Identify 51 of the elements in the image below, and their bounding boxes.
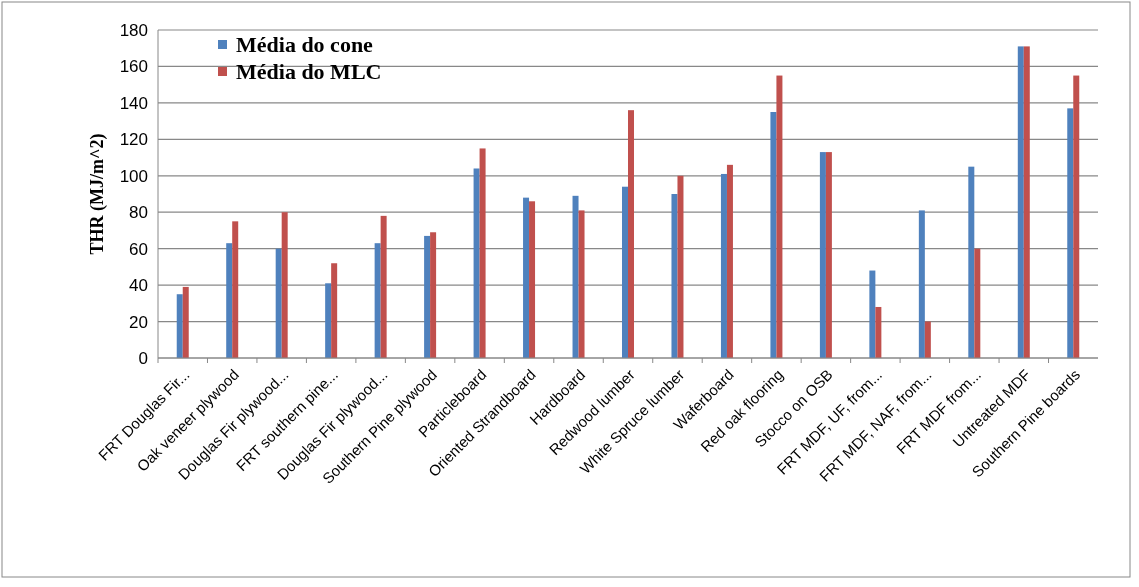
bar [281,212,288,358]
bar [1067,108,1074,358]
bar [924,321,931,358]
bar [1023,46,1030,358]
y-tick-label: 160 [119,57,148,77]
bar [770,112,777,358]
bar [572,195,579,358]
y-tick-label: 180 [119,20,148,40]
bar [622,186,628,358]
y-tick-label: 100 [119,166,148,186]
bar [726,164,733,358]
bar [825,152,832,358]
bar [232,221,239,358]
legend-label: Média do MLC [236,58,382,84]
bar [819,152,826,358]
bar [226,243,233,358]
bar [628,110,634,358]
bar [1073,75,1080,358]
bar [380,215,387,358]
bar [325,283,332,358]
y-tick-label: 120 [119,130,148,150]
bar [479,148,486,358]
bar [974,248,981,358]
bar [529,201,536,358]
bar [671,194,678,358]
bar [473,168,480,358]
y-tick-label: 0 [138,348,148,368]
bar [1017,46,1024,358]
bar [430,232,437,358]
bar [869,270,876,358]
bar [776,75,783,358]
bar [875,306,882,358]
bar [182,286,189,358]
y-tick-label: 80 [129,203,148,223]
y-tick-label: 60 [129,239,148,259]
bar [374,243,381,358]
bar [424,235,431,358]
bar [720,173,727,358]
y-tick-label: 40 [129,276,148,296]
bar [677,175,684,358]
bar [275,248,282,358]
legend-label: Média do cone [236,31,374,57]
bar [578,210,585,358]
bar [176,294,183,358]
bar [968,166,975,358]
bar [918,210,925,358]
bar [523,197,530,358]
y-tick-label: 140 [119,93,148,113]
bar [331,263,338,358]
y-axis-title: THR (MJ/m^2) [87,133,108,255]
y-tick-label: 20 [129,312,148,332]
